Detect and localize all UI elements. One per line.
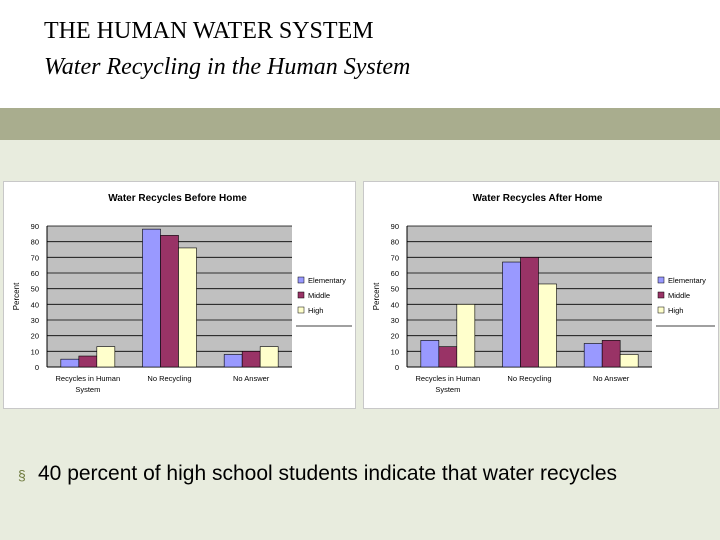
y-tick-label: 0 [35,363,39,372]
bar-high-3 [619,354,639,368]
y-tick-label: 50 [31,285,39,294]
bar-high-1 [96,346,116,368]
bar-high-3 [259,346,279,368]
x-tick-label: System [435,385,460,394]
y-tick-label: 70 [31,253,39,262]
y-tick-label: 60 [31,269,39,278]
y-tick-label: 80 [391,238,399,247]
bullet-marker: § [18,467,26,483]
y-tick-label: 30 [391,316,399,325]
bar-high-2 [538,283,557,368]
legend-label-elementary: Elementary [668,276,706,285]
slide-title: THE HUMAN WATER SYSTEM [44,18,374,44]
x-tick-label: Recycles in Human [416,374,481,383]
bar-middle-1 [438,346,458,368]
y-tick-label: 20 [31,332,39,341]
legend-label-elementary: Elementary [308,276,346,285]
bar-elementary-2 [142,228,161,368]
legend-swatch-middle [297,291,305,299]
bar-elementary-3 [223,354,243,368]
y-tick-label: 20 [391,332,399,341]
legend-label-middle: Middle [668,291,690,300]
y-tick-label: 10 [31,347,39,356]
y-tick-label: 0 [395,363,399,372]
legend-swatch-high [657,306,665,314]
chart-panel-after-home: Water Recycles After Home 0 10 20 30 40 50 60 70… [363,181,719,409]
legend-swatch-elementary [657,276,665,284]
x-tick-label: No Answer [233,374,270,383]
x-tick-label: No Recycling [147,374,191,383]
y-tick-label: 40 [31,300,39,309]
bar-elementary-3 [583,343,603,368]
bar-middle-3 [601,340,621,368]
y-tick-label: 80 [31,238,39,247]
bar-middle-3 [241,351,261,368]
bar-elementary-1 [60,358,80,368]
bar-high-1 [456,304,476,368]
y-tick-label: 50 [391,285,399,294]
legend-swatch-elementary [297,276,305,284]
bullet-text: 40 percent of high school students indic… [38,462,617,485]
slide-subtitle: Water Recycling in the Human System [44,54,411,80]
chart-after-home: Water Recycles After Home 0 10 20 30 40 50 60 70… [372,193,715,394]
bar-high-2 [178,247,197,368]
slide-header: THE HUMAN WATER SYSTEM Water Recycling i… [0,0,720,108]
x-tick-label: System [75,385,100,394]
legend-swatch-high [297,306,305,314]
y-tick-label: 10 [391,347,399,356]
legend-label-high: High [308,306,323,315]
bar-middle-1 [78,355,98,368]
chart-before-home: Water Recycles Before Home 0 10 20 30 40 50 60 7… [12,193,352,394]
bullet-point: § 40 percent of high school students ind… [18,462,718,492]
chart-panel-before-home: Water Recycles Before Home 0 10 20 30 40 50 60 7… [3,181,356,409]
y-axis-label: Percent [12,282,21,310]
legend-swatch-middle [657,291,665,299]
y-axis-label: Percent [372,282,381,310]
y-tick-label: 90 [31,222,39,231]
bar-elementary-1 [420,340,440,368]
header-band [0,108,720,140]
x-tick-label: No Recycling [507,374,551,383]
legend-label-middle: Middle [308,291,330,300]
bar-middle-2 [520,257,539,368]
bar-elementary-2 [502,261,521,368]
y-tick-label: 60 [391,269,399,278]
y-tick-label: 70 [391,253,399,262]
x-tick-label: Recycles in Human [56,374,121,383]
y-tick-label: 90 [391,222,399,231]
y-tick-label: 30 [31,316,39,325]
x-tick-label: No Answer [593,374,630,383]
chart-title: Water Recycles After Home [473,193,603,204]
y-tick-label: 40 [391,300,399,309]
bar-middle-2 [160,235,179,368]
chart-title: Water Recycles Before Home [108,193,247,204]
legend-label-high: High [668,306,683,315]
